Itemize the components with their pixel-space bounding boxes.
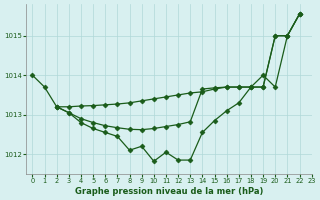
X-axis label: Graphe pression niveau de la mer (hPa): Graphe pression niveau de la mer (hPa) — [75, 187, 263, 196]
